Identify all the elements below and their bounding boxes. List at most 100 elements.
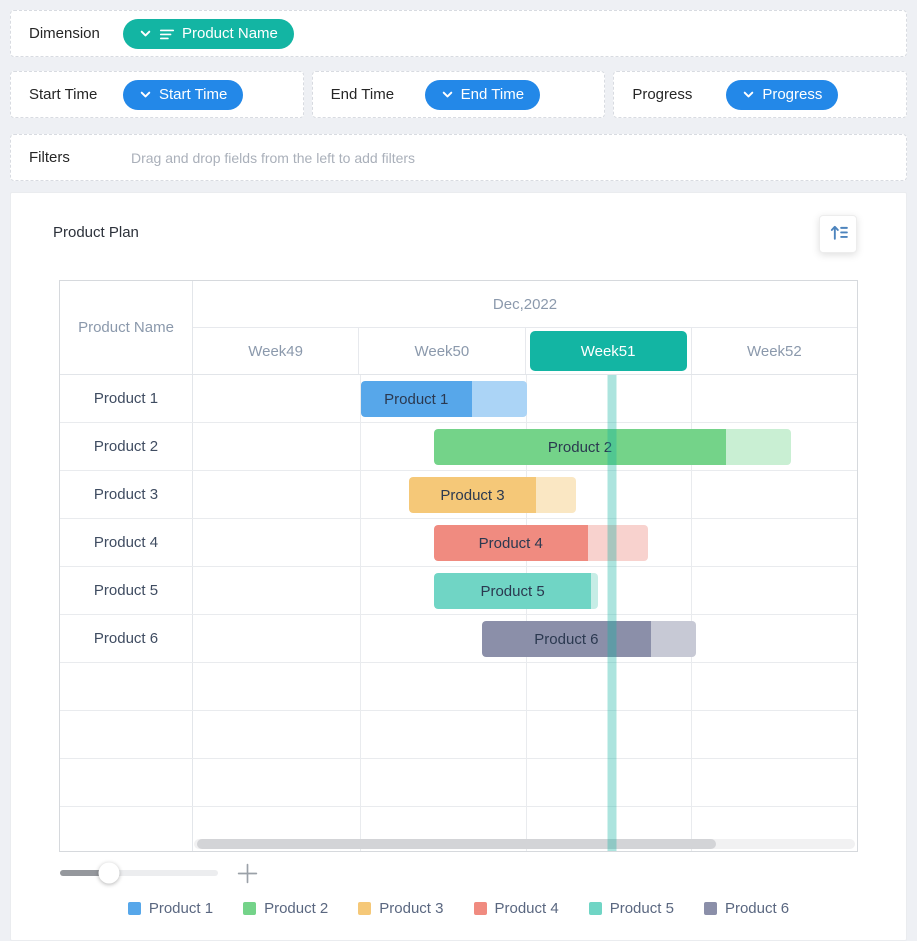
legend-item-product-1[interactable]: Product 1 xyxy=(127,900,214,917)
gantt-body: Product 1 Product 1 Product 2 Product 2 Prod… xyxy=(60,375,857,851)
gantt-row-product-5: Product 5 Product 5 xyxy=(60,567,857,615)
gantt-bar-progress: Product 4 xyxy=(433,525,588,561)
bar-label: Product 2 xyxy=(547,438,613,456)
legend-label: Product 5 xyxy=(609,900,674,917)
gantt-bar-progress: Product 2 xyxy=(433,429,727,465)
week-column-week49[interactable]: Week49 xyxy=(193,328,358,374)
week-column-week51[interactable]: Week51 xyxy=(524,328,691,374)
row-label xyxy=(60,807,193,851)
dimension-pill[interactable]: Product Name xyxy=(123,18,294,49)
gantt-bar-progress: Product 1 xyxy=(360,381,472,417)
chart-panel: Product Plan Product Name Dec,2022 Week4… xyxy=(10,192,907,941)
gantt-row-product-1: Product 1 Product 1 xyxy=(60,375,857,423)
row-chart: Product 4 xyxy=(193,519,857,566)
filters-card[interactable]: Filters Drag and drop fields from the le… xyxy=(10,134,907,181)
progress-label: Progress xyxy=(632,86,693,103)
metric-cards-row: Start Time Start Time End Time End Time … xyxy=(10,71,908,118)
chevron-down-icon xyxy=(742,88,755,101)
legend-item-product-2[interactable]: Product 2 xyxy=(243,900,328,917)
legend: Product 1 Product 2 Product 3 Product 4 Prod… xyxy=(11,900,906,917)
metric-pill-end-time[interactable]: End Time xyxy=(424,79,541,110)
plus-icon[interactable] xyxy=(236,862,259,885)
grid-line xyxy=(359,375,361,851)
legend-item-product-5[interactable]: Product 5 xyxy=(588,900,674,917)
week-header-row: Week49 Week50 Week51 Week52 xyxy=(193,328,857,374)
bar-label: Product 1 xyxy=(384,390,449,408)
gantt-bar-progress: Product 5 xyxy=(433,573,592,609)
row-chart: Product 2 xyxy=(193,423,857,470)
gantt-header: Product Name Dec,2022 Week49 Week50 Week51… xyxy=(60,281,857,375)
legend-label: Product 1 xyxy=(148,900,214,917)
gantt-bar-product-1[interactable]: Product 1 xyxy=(360,381,527,417)
bar-label: Product 5 xyxy=(480,582,545,600)
gantt-bar-product-4[interactable]: Product 4 xyxy=(433,525,648,561)
gantt-bar-product-2[interactable]: Product 2 xyxy=(433,429,791,465)
progress-pill-label: Progress xyxy=(762,86,823,103)
legend-label: Product 6 xyxy=(724,900,790,917)
gantt-row-product-6: Product 6 Product 6 xyxy=(60,615,857,663)
corner-header: Product Name xyxy=(60,281,193,374)
horizontal-scrollbar[interactable] xyxy=(194,839,855,849)
gantt-bar-product-5[interactable]: Product 5 xyxy=(433,573,599,609)
row-chart: Product 5 xyxy=(193,567,857,614)
zoom-slider-thumb[interactable] xyxy=(98,862,120,884)
legend-swatch xyxy=(473,902,487,915)
panel-title: Product Plan xyxy=(53,224,139,241)
week-label: Week51 xyxy=(529,331,687,371)
row-chart: Product 1 xyxy=(193,375,857,422)
start-time-card: Start Time Start Time xyxy=(10,71,304,118)
legend-swatch xyxy=(243,902,257,915)
gantt-bar-progress: Product 6 xyxy=(481,621,651,657)
gantt-row-empty xyxy=(60,663,857,711)
week-column-week52[interactable]: Week52 xyxy=(690,328,857,374)
field-list-icon xyxy=(159,26,175,42)
week-column-week50[interactable]: Week50 xyxy=(358,328,524,374)
row-label xyxy=(60,663,193,710)
progress-card: Progress Progress xyxy=(613,71,908,118)
start-time-label: Start Time xyxy=(29,86,98,103)
row-chart xyxy=(193,759,857,806)
dimension-pill-label: Product Name xyxy=(182,25,278,42)
end-time-pill-label: End Time xyxy=(460,86,525,103)
week-label: Week50 xyxy=(414,342,470,360)
legend-item-product-6[interactable]: Product 6 xyxy=(703,900,790,917)
scrollbar-thumb[interactable] xyxy=(197,839,717,849)
zoom-slider-fill xyxy=(60,870,109,876)
gantt-row-product-4: Product 4 Product 4 xyxy=(60,519,857,567)
metric-pill-progress[interactable]: Progress xyxy=(726,79,839,110)
time-axis: Dec,2022 Week49 Week50 Week51 Week52 xyxy=(193,281,857,374)
row-label: Product 3 xyxy=(60,471,193,518)
zoom-controls xyxy=(60,862,906,884)
bar-label: Product 3 xyxy=(440,486,505,504)
legend-item-product-3[interactable]: Product 3 xyxy=(358,900,444,917)
gantt-row-empty xyxy=(60,807,857,851)
week-label: Week49 xyxy=(248,342,303,360)
zoom-slider[interactable] xyxy=(60,862,218,884)
dimension-card: Dimension Product Name xyxy=(10,10,907,57)
row-label: Product 6 xyxy=(60,615,193,662)
legend-label: Product 4 xyxy=(494,900,559,917)
row-chart: Product 6 xyxy=(193,615,857,662)
legend-swatch xyxy=(703,902,717,915)
row-label xyxy=(60,711,193,758)
filters-placeholder: Drag and drop fields from the left to ad… xyxy=(131,149,416,166)
bar-label: Product 6 xyxy=(534,630,599,648)
row-label: Product 1 xyxy=(60,375,193,422)
legend-item-product-4[interactable]: Product 4 xyxy=(473,900,559,917)
row-label: Product 4 xyxy=(60,519,193,566)
sort-ascending-icon xyxy=(828,222,849,246)
gantt-row-product-3: Product 3 Product 3 xyxy=(60,471,857,519)
metric-pill-start-time[interactable]: Start Time xyxy=(123,79,244,110)
chevron-down-icon xyxy=(139,88,152,101)
legend-label: Product 2 xyxy=(264,900,329,917)
gantt-row-empty xyxy=(60,759,857,807)
gantt-bar-product-3[interactable]: Product 3 xyxy=(408,477,577,513)
row-chart xyxy=(193,663,857,710)
sort-button[interactable] xyxy=(819,215,857,253)
legend-swatch xyxy=(588,902,602,915)
gantt-bar-product-6[interactable]: Product 6 xyxy=(481,621,696,657)
gantt-row-product-2: Product 2 Product 2 xyxy=(60,423,857,471)
chevron-down-icon xyxy=(441,88,454,101)
row-chart xyxy=(193,711,857,758)
